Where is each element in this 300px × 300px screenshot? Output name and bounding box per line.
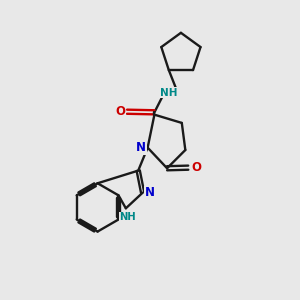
Text: N: N [145, 186, 155, 199]
Text: N: N [136, 141, 146, 154]
Text: O: O [191, 161, 202, 174]
Text: NH: NH [160, 88, 177, 98]
Text: O: O [116, 105, 126, 118]
Text: NH: NH [119, 212, 136, 222]
